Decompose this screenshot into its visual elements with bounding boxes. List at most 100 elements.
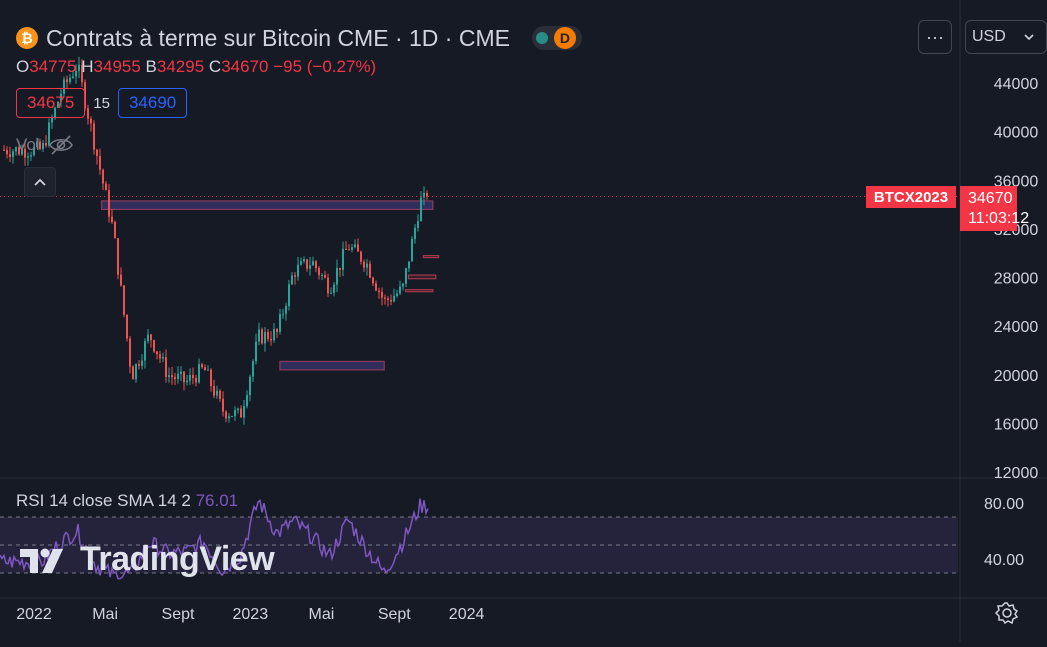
zone-level: [422, 255, 440, 259]
candle: [276, 329, 278, 332]
candle: [303, 259, 305, 262]
candle: [81, 64, 83, 83]
bar-countdown: 11:03:12: [968, 209, 1030, 227]
candle: [375, 283, 377, 291]
open-value: 34775: [29, 57, 77, 76]
candle: [225, 411, 227, 419]
candle: [138, 364, 140, 366]
tradingview-logo-icon: [20, 548, 63, 573]
candle: [108, 190, 110, 217]
price-axis: [960, 0, 1047, 642]
candle: [123, 285, 125, 315]
candle: [105, 183, 107, 191]
candle: [102, 169, 104, 184]
symbol-title[interactable]: Contrats à terme sur Bitcoin CME · 1D · …: [46, 24, 510, 51]
candle: [255, 341, 257, 362]
zone-resistance: [100, 200, 434, 211]
candle: [285, 306, 287, 314]
candle: [144, 341, 146, 361]
spread-value: 15: [93, 94, 110, 112]
candle: [213, 386, 215, 396]
chevron-down-icon: [1024, 34, 1034, 41]
candle: [201, 364, 203, 368]
candle: [294, 275, 296, 277]
candle: [153, 340, 155, 352]
candle: [297, 264, 299, 277]
price-tick-label: 20000: [994, 368, 1039, 385]
tradingview-watermark: TradingView: [20, 540, 275, 579]
candle: [99, 156, 101, 170]
candle: [171, 375, 173, 378]
candle: [72, 76, 74, 78]
candle: [39, 141, 41, 150]
eye-hidden-icon[interactable]: [48, 134, 74, 156]
candle: [147, 334, 149, 342]
candle: [282, 313, 284, 315]
open-label: O: [16, 57, 30, 76]
candle: [21, 148, 23, 155]
candle: [318, 268, 320, 276]
currency-select[interactable]: USD: [965, 20, 1047, 54]
symbol-price-label: BTCX2023: [866, 186, 956, 208]
candle: [165, 357, 167, 378]
candle: [87, 108, 89, 119]
trade-panel: 34675 15 34690: [16, 88, 188, 118]
last-price-value: 34670: [968, 189, 1013, 207]
last-price-label: 34670 11:03:12: [960, 186, 1030, 231]
candle: [393, 296, 395, 302]
candle: [27, 156, 29, 158]
candle: [6, 150, 8, 155]
candle: [411, 238, 413, 262]
candle: [342, 248, 344, 270]
watermark-text: TradingView: [80, 540, 275, 578]
candle: [36, 141, 38, 147]
rsi-tick-label: 80.00: [984, 496, 1024, 513]
candle: [219, 390, 221, 399]
candle: [222, 398, 224, 412]
candle: [174, 377, 176, 379]
delayed-data-badge: D: [553, 27, 576, 49]
candle: [180, 371, 182, 374]
time-tick-label: Mai: [92, 606, 118, 623]
candle: [270, 339, 272, 341]
candle: [48, 122, 50, 146]
gear-icon[interactable]: [994, 600, 1020, 626]
candle: [69, 77, 71, 83]
candle: [351, 247, 353, 250]
candle: [60, 93, 62, 102]
sell-button[interactable]: 34675: [16, 88, 86, 118]
market-status[interactable]: D: [531, 26, 582, 50]
candle: [3, 149, 5, 151]
candle: [387, 298, 389, 300]
candle: [390, 299, 392, 302]
candle: [330, 292, 332, 294]
candle: [186, 380, 188, 383]
candle: [168, 375, 170, 378]
candle: [381, 291, 383, 298]
more-options-button[interactable]: ···: [918, 20, 952, 54]
collapse-legend-button[interactable]: [24, 167, 56, 197]
rsi-line: [0, 498, 429, 580]
time-tick-label: 2023: [233, 606, 269, 623]
candle: [405, 268, 407, 284]
candle: [15, 147, 17, 152]
price-tick-label: 28000: [994, 271, 1039, 288]
buy-button[interactable]: 34690: [117, 88, 188, 118]
candle: [378, 290, 380, 292]
time-tick-label: 2022: [16, 606, 52, 623]
candle: [114, 222, 116, 239]
candle-series: [3, 56, 428, 425]
candle: [93, 123, 95, 150]
bitcoin-icon: ₿: [16, 27, 38, 49]
candle: [78, 64, 80, 71]
candle: [240, 408, 242, 418]
candle: [66, 79, 68, 83]
candle: [126, 314, 128, 339]
candle: [402, 283, 404, 287]
candle: [129, 338, 131, 367]
candle: [336, 267, 338, 285]
candle: [309, 265, 311, 269]
candle: [33, 146, 35, 156]
